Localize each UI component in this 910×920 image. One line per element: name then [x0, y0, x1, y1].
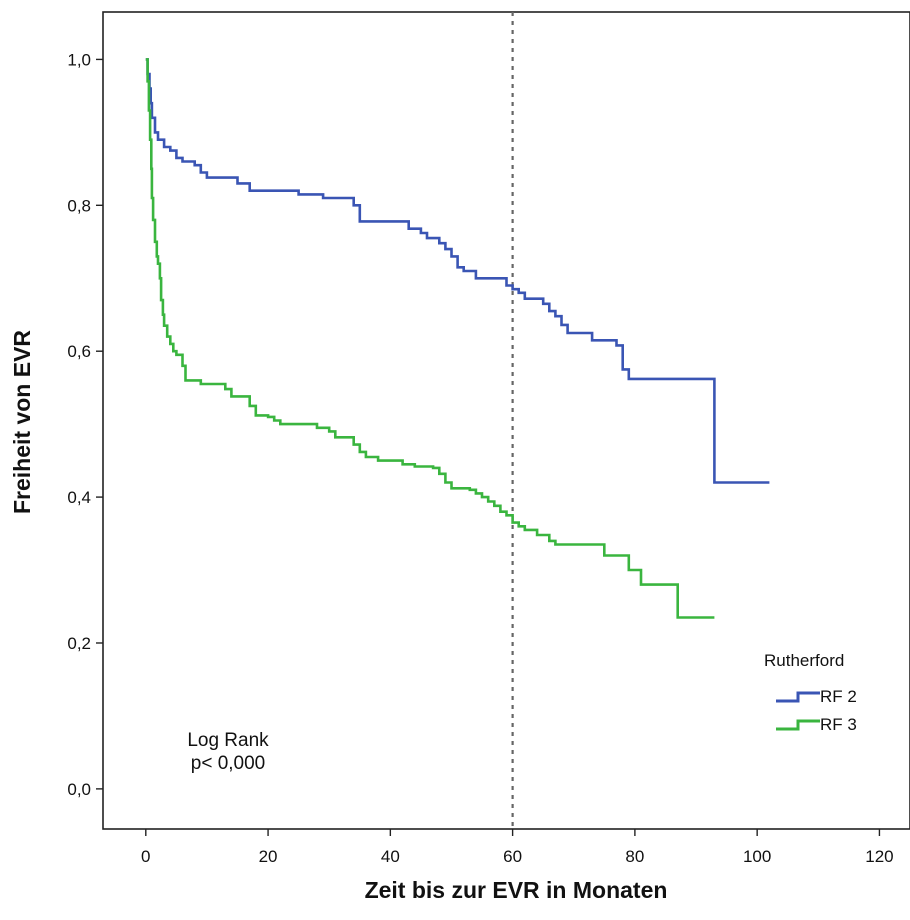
x-axis-ticks: 0 20 40 60 80 100 120: [141, 829, 894, 866]
x-tick-label: 20: [259, 847, 278, 866]
legend-label-rf3: RF 3: [820, 715, 857, 734]
legend-swatch-rf2: [776, 691, 820, 703]
legend-title: Rutherford: [764, 651, 844, 670]
x-tick-label: 120: [865, 847, 893, 866]
y-tick-label: 1,0: [67, 50, 91, 69]
legend: Rutherford RF 2 RF 3: [764, 651, 857, 734]
series-line-rf3: [145, 58, 715, 619]
x-tick-label: 100: [743, 847, 771, 866]
annotation-line-2: p< 0,000: [191, 753, 266, 774]
y-tick-label: 0,0: [67, 780, 91, 799]
series-line-rf2: [145, 58, 770, 484]
legend-swatch-rf3: [776, 719, 820, 731]
x-axis-title: Zeit bis zur EVR in Monaten: [365, 877, 668, 903]
y-tick-label: 0,4: [67, 488, 91, 507]
legend-label-rf2: RF 2: [820, 687, 857, 706]
y-tick-label: 0,8: [67, 196, 91, 215]
y-axis-title: Freiheit von EVR: [9, 330, 35, 514]
plot-frame: [102, 11, 910, 830]
series-layer: [145, 58, 770, 619]
log-rank-annotation: Log Rank p< 0,000: [187, 730, 269, 774]
y-tick-label: 0,2: [67, 634, 91, 653]
x-tick-label: 80: [625, 847, 644, 866]
y-tick-label: 0,6: [67, 342, 91, 361]
x-tick-label: 0: [141, 847, 150, 866]
x-tick-label: 60: [503, 847, 522, 866]
annotation-line-1: Log Rank: [187, 730, 269, 751]
x-tick-label: 40: [381, 847, 400, 866]
y-axis-ticks: 0,0 0,2 0,4 0,6 0,8 1,0: [67, 50, 103, 799]
